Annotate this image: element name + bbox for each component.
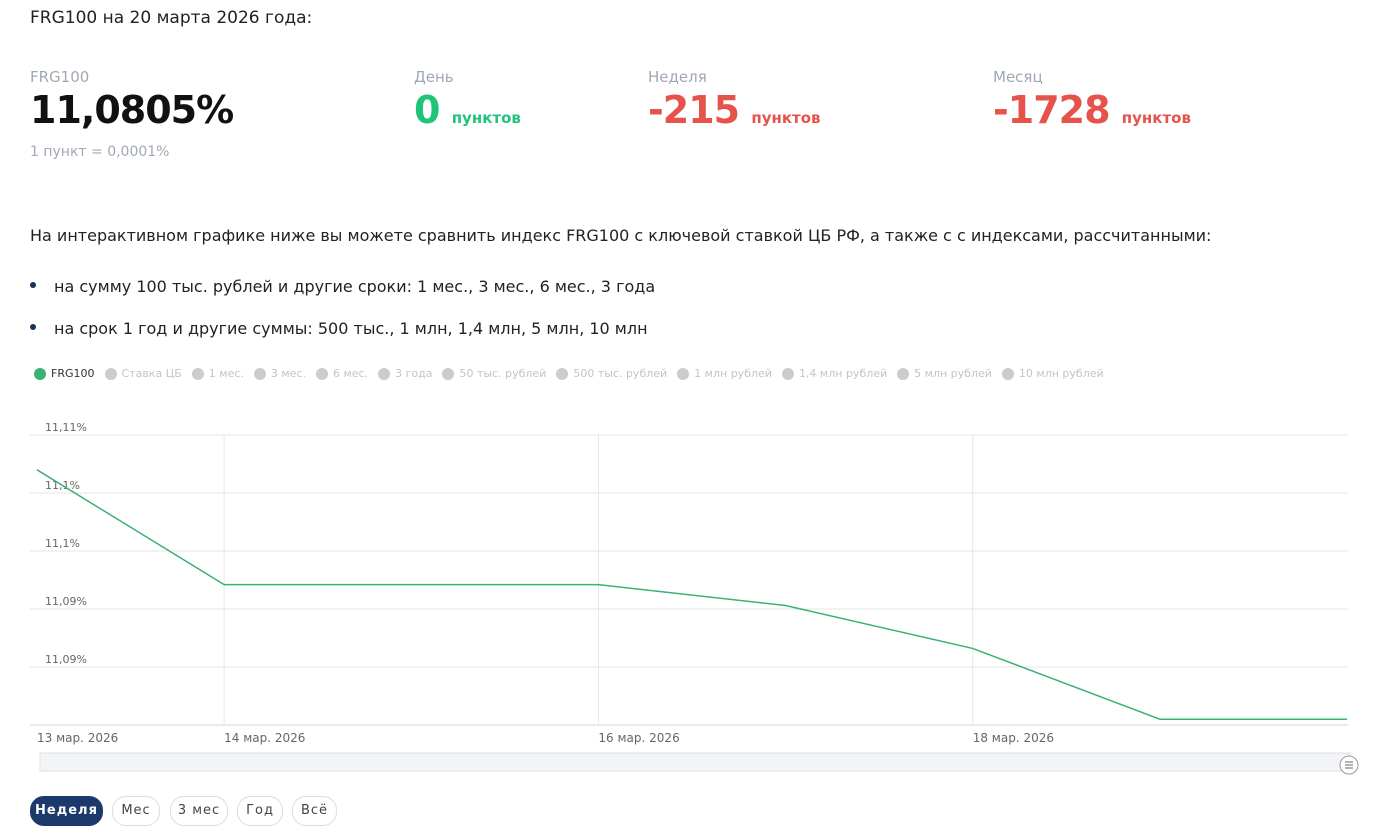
legend-swatch <box>316 367 328 380</box>
stat-value: 0 пунктов <box>414 88 521 132</box>
legend-item[interactable]: 50 тыс. рублей <box>442 367 546 380</box>
bullet-text: на сумму 100 тыс. рублей и другие сроки:… <box>54 277 656 296</box>
title: FRG100 на 20 марта 2026 года: <box>30 8 313 28</box>
legend-item[interactable]: 10 млн рублей <box>1001 367 1104 380</box>
y-tick-label: 11,09% <box>45 595 87 608</box>
legend-item[interactable]: 1,4 млн рублей <box>781 367 888 380</box>
legend-item[interactable]: FRG100 <box>34 367 95 380</box>
value: -1728 <box>993 88 1111 132</box>
navigator <box>39 752 1351 772</box>
handle-grip <box>1345 761 1353 769</box>
series-line <box>36 469 1347 720</box>
legend-item[interactable]: 1 млн рублей <box>677 367 772 380</box>
legend-label: 1 млн рублей <box>694 367 772 380</box>
unit: пунктов <box>451 109 521 127</box>
stat-label: День <box>414 68 454 86</box>
legend-swatch <box>677 367 690 380</box>
legend-label: 6 мес. <box>333 367 369 380</box>
legend-swatch <box>1001 367 1014 380</box>
legend-swatch <box>104 367 117 380</box>
legend-swatch <box>34 367 46 380</box>
legend-label: 3 мес. <box>270 367 306 380</box>
x-tick-label: 14 мар. 2026 <box>224 731 305 745</box>
value: 0 <box>414 88 440 132</box>
bullet <box>30 282 36 288</box>
stat-note: 1 пункт = 0,0001% <box>30 144 170 160</box>
range-button[interactable]: Год <box>237 796 283 826</box>
legend-item[interactable]: 5 млн рублей <box>897 367 992 380</box>
legend-swatch <box>556 367 569 380</box>
range-button[interactable]: 3 мес <box>170 796 228 826</box>
range-button[interactable]: Мес <box>112 796 160 826</box>
range-button[interactable]: Неделя <box>30 796 103 826</box>
legend-label: 1 мес. <box>208 367 244 380</box>
legend-label: FRG100 <box>51 367 95 380</box>
stat-label: Неделя <box>648 68 707 86</box>
legend-swatch <box>781 367 794 380</box>
x-tick-label: 16 мар. 2026 <box>598 731 679 745</box>
x-tick-label: 13 мар. 2026 <box>37 731 118 745</box>
legend-swatch <box>897 367 910 380</box>
legend-label: 1,4 млн рублей <box>798 367 888 380</box>
bullet <box>30 324 36 330</box>
stat-value: -215 пунктов <box>648 88 821 132</box>
stat-label: Месяц <box>993 68 1043 86</box>
legend-item[interactable]: 3 мес. <box>253 367 306 380</box>
legend-label: 50 тыс. рублей <box>459 367 547 380</box>
unit: пунктов <box>751 109 821 127</box>
intro: На интерактивном графике ниже вы можете … <box>30 226 1212 245</box>
legend-label: Ставка ЦБ <box>121 367 182 380</box>
legend-swatch <box>253 367 266 380</box>
legend: FRG100 Ставка ЦБ 1 мес. 3 мес. 6 мес. 3 года 5… <box>34 367 1104 380</box>
bullet-text: на срок 1 год и другие суммы: 500 тыс., … <box>54 319 648 338</box>
range-button[interactable]: Всё <box>292 796 337 826</box>
legend-item[interactable]: Ставка ЦБ <box>104 367 182 380</box>
legend-label: 3 года <box>395 367 433 380</box>
legend-swatch <box>191 367 204 380</box>
y-tick-label: 11,1% <box>45 537 80 550</box>
legend-label: 10 млн рублей <box>1018 367 1104 380</box>
x-tick-label: 18 мар. 2026 <box>973 731 1054 745</box>
y-tick-label: 11,09% <box>45 653 87 666</box>
legend-item[interactable]: 1 мес. <box>191 367 244 380</box>
legend-item[interactable]: 6 мес. <box>316 367 368 380</box>
legend-item[interactable]: 3 года <box>378 367 432 380</box>
y-tick-label: 11,11% <box>45 421 87 434</box>
chart: 11,11%11,1%11,1%11,09%11,09%13 мар. 2026… <box>30 421 1359 775</box>
legend-label: 500 тыс. рублей <box>573 367 668 380</box>
stat-value: -1728 пунктов <box>993 88 1191 132</box>
legend-item[interactable]: 500 тыс. рублей <box>556 367 667 380</box>
value: -215 <box>648 88 740 132</box>
stat-label: FRG100 <box>30 68 90 86</box>
legend-label: 5 млн рублей <box>914 367 992 380</box>
unit: пунктов <box>1121 109 1191 127</box>
stat-value: 11,0805% <box>30 88 234 132</box>
legend-swatch <box>442 367 455 380</box>
legend-swatch <box>378 367 391 380</box>
